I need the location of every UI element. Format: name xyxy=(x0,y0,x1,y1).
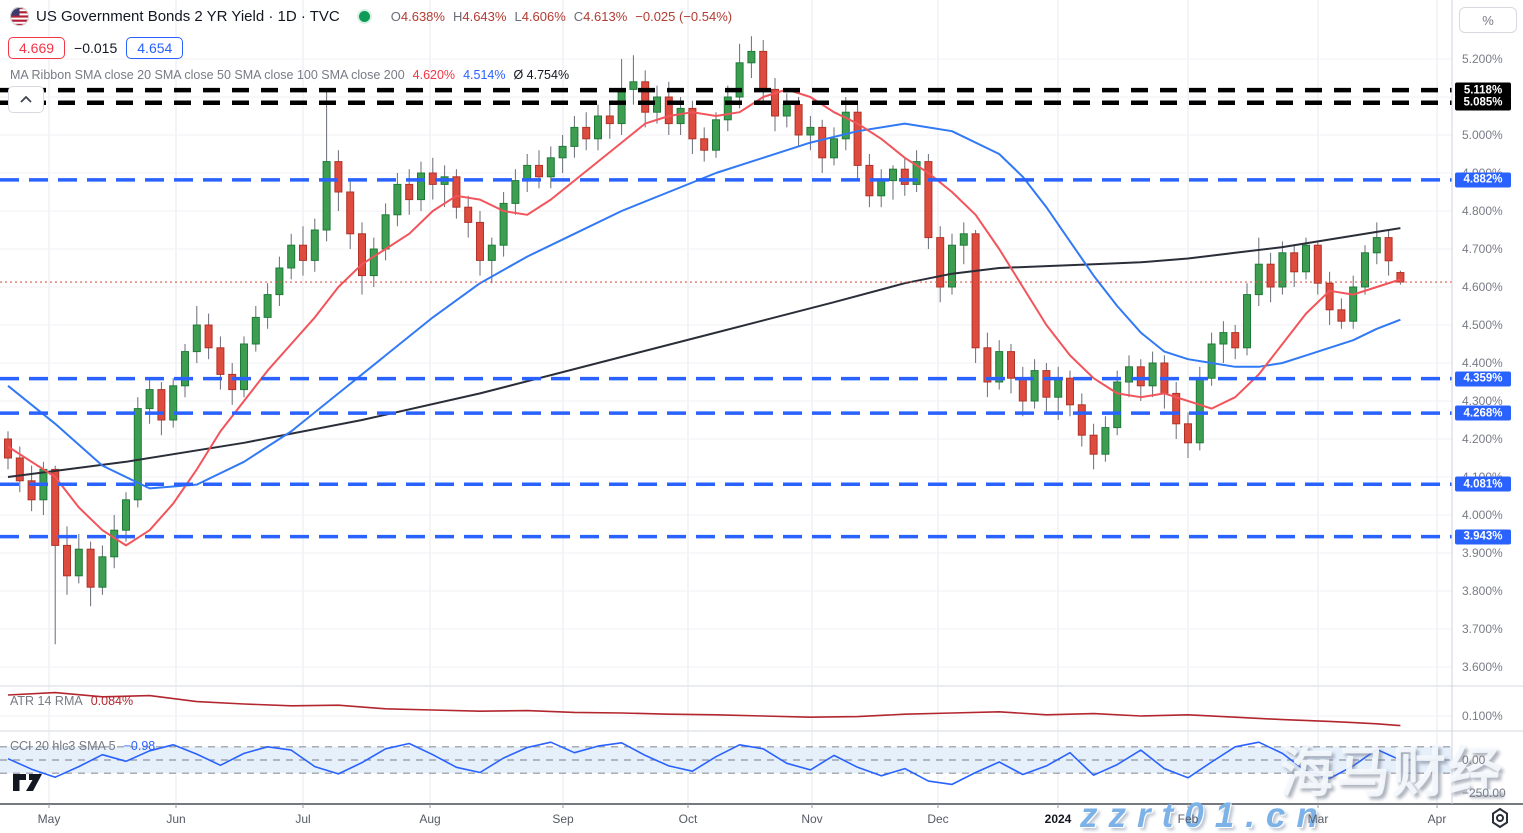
price-level-pill-blue: 4.268% xyxy=(1455,405,1511,421)
quote-change: −0.015 xyxy=(74,40,118,56)
time-axis-label: Jul xyxy=(295,812,311,826)
bid-price-label: 4.669 xyxy=(8,37,66,59)
time-axis-label: Sep xyxy=(552,812,574,826)
change-value: −0.025 (−0.54%) xyxy=(635,9,733,24)
gear-icon xyxy=(1492,807,1508,829)
price-level-pill-blue: 4.359% xyxy=(1455,371,1511,387)
cci-line xyxy=(7,741,1401,786)
price-levels xyxy=(0,87,1452,539)
price-axis-tick: 3.600% xyxy=(1462,660,1503,674)
symbol-legend-row[interactable]: US Government Bonds 2 YR Yield · 1D · TV… xyxy=(10,7,732,26)
price-level-pill-black: 5.085% xyxy=(1455,95,1511,111)
cci-value: −0.98 xyxy=(123,739,156,753)
quote-row: 4.669 −0.015 4.654 xyxy=(8,37,184,59)
gridlines xyxy=(0,0,1452,804)
symbol-title[interactable]: US Government Bonds 2 YR Yield · 1D · TV… xyxy=(36,8,340,25)
atr-axis-tick: 0.100% xyxy=(1462,709,1503,723)
time-axis-label: Feb xyxy=(1177,812,1199,826)
atr-legend: ATR 14 RMA 0.084% xyxy=(10,694,133,708)
cci-pane xyxy=(0,746,1452,774)
cci-label[interactable]: CCI 20 hlc3 SMA 5 xyxy=(10,739,116,753)
price-axis-tick: 5.000% xyxy=(1462,128,1503,142)
time-axis-label: Aug xyxy=(419,812,441,826)
price-axis-tick: 4.700% xyxy=(1462,242,1503,256)
price-axis-tick: 4.000% xyxy=(1462,508,1503,522)
collapse-levels-button[interactable] xyxy=(8,86,44,113)
timescale-settings-button[interactable] xyxy=(1488,807,1512,829)
us-flag-icon xyxy=(10,7,29,26)
time-axis-label: Nov xyxy=(801,812,823,826)
price-axis-tick: 4.500% xyxy=(1462,318,1503,332)
ohlc-values: O4.638% H4.643% L4.606% C4.613% −0.025 (… xyxy=(390,9,733,24)
cci-axis-tick: −250.00 xyxy=(1462,786,1506,800)
price-axis-tick: 4.600% xyxy=(1462,280,1503,294)
ma-average-value: Ø 4.754% xyxy=(513,68,570,82)
percent-scale-button[interactable]: % xyxy=(1459,7,1517,33)
time-axis-label: Apr xyxy=(1427,812,1447,826)
percent-scale-label: % xyxy=(1482,12,1494,28)
time-axis-label: 2024 xyxy=(1044,812,1072,826)
ma-ribbon-lines xyxy=(7,88,1401,547)
ma-mid-value: 4.514% xyxy=(463,68,506,82)
price-axis-tick: 3.800% xyxy=(1462,584,1503,598)
price-axis-tick: 4.800% xyxy=(1462,204,1503,218)
ask-price-label: 4.654 xyxy=(126,37,184,59)
watermark-large: 海马财经 xyxy=(1280,743,1504,803)
price-axis-tick: 3.900% xyxy=(1462,546,1503,560)
time-axis-label: Mar xyxy=(1307,812,1329,826)
candles-up xyxy=(39,36,1381,595)
atr-value: 0.084% xyxy=(90,694,134,708)
price-axis-tick: 4.300% xyxy=(1462,394,1503,408)
price-level-pill-blue: 4.081% xyxy=(1455,476,1511,492)
price-level-pill-black: 5.118% xyxy=(1455,82,1511,98)
ma-fast-value: 4.620% xyxy=(412,68,456,82)
time-axis-label: May xyxy=(37,812,61,826)
time-axis-label: Jun xyxy=(166,812,186,826)
price-axis-tick: 4.200% xyxy=(1462,432,1503,446)
candles-down xyxy=(4,40,1405,645)
price-axis-tick: 3.700% xyxy=(1462,622,1503,636)
market-status-icon[interactable] xyxy=(358,11,370,22)
chevron-up-icon xyxy=(20,96,32,103)
cci-legend: CCI 20 hlc3 SMA 5 −0.98 xyxy=(10,739,155,753)
atr-label[interactable]: ATR 14 RMA xyxy=(10,694,83,708)
price-axis-tick: 5.200% xyxy=(1462,52,1503,66)
cci-axis-tick: 0.00 xyxy=(1462,753,1486,767)
price-axis-tick: 4.400% xyxy=(1462,356,1503,370)
atr-line xyxy=(7,691,1401,727)
watermark-small: zzrt01.cn xyxy=(1080,796,1329,833)
tradingview-logo[interactable] xyxy=(12,771,50,797)
price-level-pill-blue: 4.882% xyxy=(1455,172,1511,188)
ma-ribbon-legend: MA Ribbon SMA close 20 SMA close 50 SMA … xyxy=(10,68,569,82)
price-level-pill-blue: 3.943% xyxy=(1455,529,1511,545)
pane-separators xyxy=(0,0,1523,808)
time-axis-label: Dec xyxy=(927,812,949,826)
tradingview-logo-icon xyxy=(13,774,42,791)
ma-ribbon-label[interactable]: MA Ribbon SMA close 20 SMA close 50 SMA … xyxy=(10,68,405,82)
time-axis-label: Oct xyxy=(678,812,698,826)
